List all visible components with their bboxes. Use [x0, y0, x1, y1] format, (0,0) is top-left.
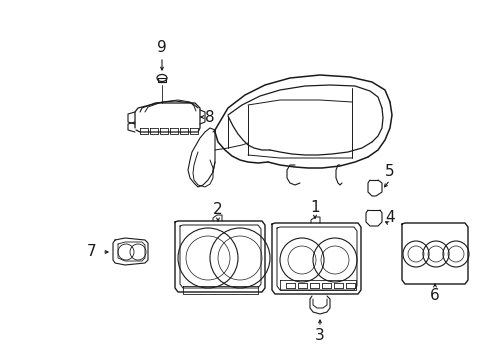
- Text: 5: 5: [385, 165, 394, 180]
- Text: 1: 1: [309, 199, 319, 215]
- Text: 6: 6: [429, 288, 439, 302]
- Text: 9: 9: [157, 40, 166, 55]
- Text: 2: 2: [213, 202, 223, 217]
- Text: 3: 3: [314, 328, 324, 342]
- Text: 4: 4: [385, 210, 394, 225]
- Text: 8: 8: [205, 109, 214, 125]
- Text: 7: 7: [87, 244, 97, 260]
